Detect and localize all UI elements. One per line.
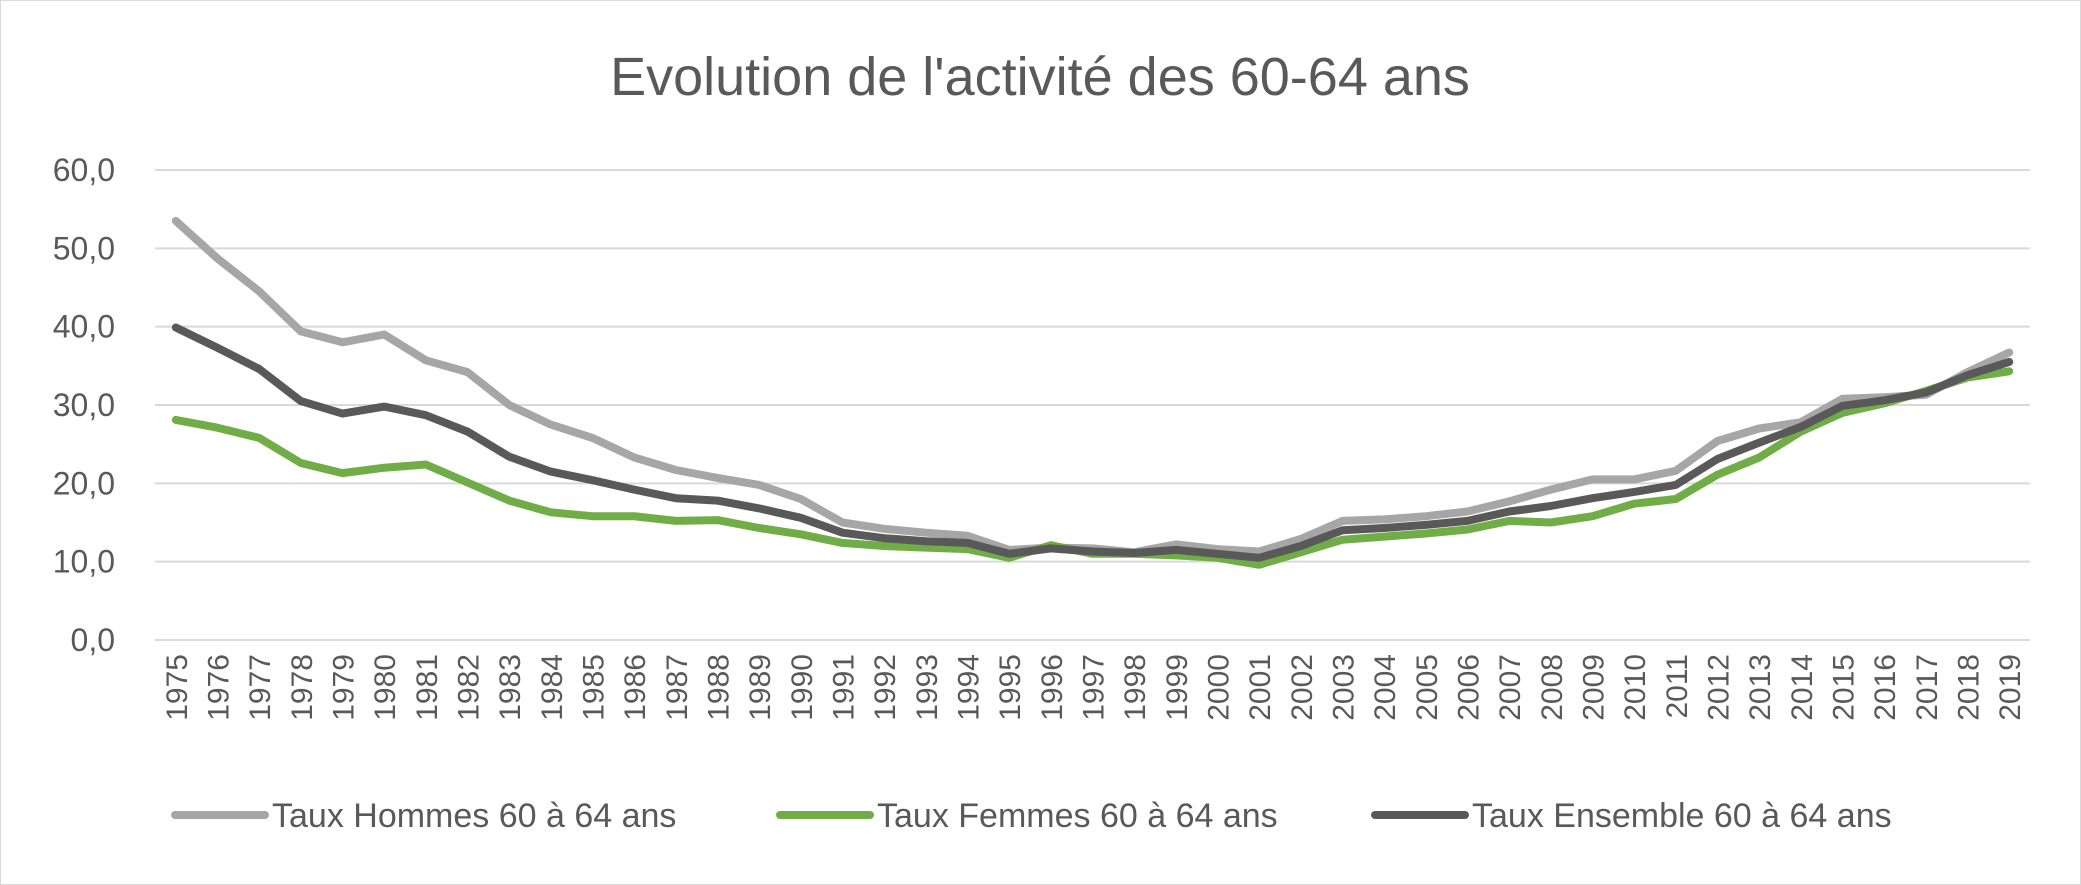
x-tick-label: 1993 — [911, 654, 944, 721]
x-tick-label: 1978 — [286, 654, 319, 721]
x-tick-label: 1980 — [369, 654, 402, 721]
x-tick-label: 2014 — [1786, 654, 1819, 721]
series-lines — [171, 216, 2014, 569]
y-axis-ticks: 0,0 10,0 20,0 30,0 40,0 50,0 60,0 — [53, 152, 115, 658]
x-tick-label: 2004 — [1369, 654, 1402, 721]
x-tick-label: 2003 — [1328, 654, 1361, 721]
x-tick-label: 2008 — [1536, 654, 1569, 721]
x-tick-label: 2019 — [1994, 654, 2027, 721]
x-tick-label: 1989 — [744, 654, 777, 721]
x-tick-label: 2005 — [1411, 654, 1444, 721]
x-tick-label: 1985 — [578, 654, 611, 721]
gridlines — [155, 169, 2030, 641]
x-tick-label: 1991 — [828, 654, 861, 721]
x-tick-label: 1976 — [203, 654, 236, 721]
x-tick-label: 2018 — [1953, 654, 1986, 721]
x-tick-label: 2001 — [1244, 654, 1277, 721]
y-tick-label: 30,0 — [53, 387, 115, 423]
y-tick-label: 10,0 — [53, 544, 115, 580]
x-tick-label: 1983 — [494, 654, 527, 721]
x-tick-label: 2009 — [1578, 654, 1611, 721]
x-tick-label: 2000 — [1203, 654, 1236, 721]
x-tick-label: 1987 — [661, 654, 694, 721]
y-tick-label: 40,0 — [53, 309, 115, 345]
x-tick-label: 1990 — [786, 654, 819, 721]
x-tick-label: 2015 — [1828, 654, 1861, 721]
x-tick-label: 2002 — [1286, 654, 1319, 721]
x-tick-label: 2006 — [1453, 654, 1486, 721]
x-tick-label: 1995 — [994, 654, 1027, 721]
legend: Taux Hommes 60 à 64 ans Taux Femmes 60 à … — [171, 797, 1892, 835]
x-tick-label: 1986 — [619, 654, 652, 721]
y-tick-label: 0,0 — [71, 622, 115, 658]
x-tick-label: 1994 — [953, 654, 986, 721]
legend-label-2: Taux Femmes 60 à 64 ans — [877, 797, 1278, 835]
x-tick-label: 2011 — [1661, 654, 1694, 719]
x-tick-label: 2017 — [1911, 654, 1944, 721]
legend-label-1: Taux Hommes 60 à 64 ans — [272, 797, 676, 835]
x-tick-label: 1997 — [1078, 654, 1111, 721]
x-axis-ticks: 1975 1976 1977 1978 1979 1980 1981 1982 1983 1984… — [161, 654, 2027, 721]
x-tick-label: 1992 — [869, 654, 902, 721]
x-tick-label: 2007 — [1494, 654, 1527, 721]
y-tick-label: 50,0 — [53, 230, 115, 266]
x-tick-label: 1982 — [453, 654, 486, 721]
y-tick-label: 60,0 — [53, 152, 115, 188]
x-tick-label: 1999 — [1161, 654, 1194, 721]
x-tick-label: 1984 — [536, 654, 569, 721]
x-tick-label: 1998 — [1119, 654, 1152, 721]
x-tick-label: 2012 — [1703, 654, 1736, 721]
y-tick-label: 20,0 — [53, 465, 115, 501]
x-tick-label: 1988 — [703, 654, 736, 721]
x-tick-label: 2016 — [1869, 654, 1902, 721]
x-tick-label: 2010 — [1619, 654, 1652, 721]
x-tick-label: 1977 — [244, 654, 277, 721]
x-tick-label: 1981 — [411, 654, 444, 721]
x-tick-label: 1979 — [328, 654, 361, 721]
legend-label-3: Taux Ensemble 60 à 64 ans — [1472, 797, 1892, 835]
chart-title: Evolution de l'activité des 60-64 ans — [610, 47, 1470, 107]
series-line-1 — [171, 216, 2014, 557]
x-tick-label: 1975 — [161, 654, 194, 721]
x-tick-label: 1996 — [1036, 654, 1069, 721]
series-line-3 — [171, 323, 2014, 562]
series-line-2 — [171, 367, 2014, 569]
x-tick-label: 2013 — [1744, 654, 1777, 721]
